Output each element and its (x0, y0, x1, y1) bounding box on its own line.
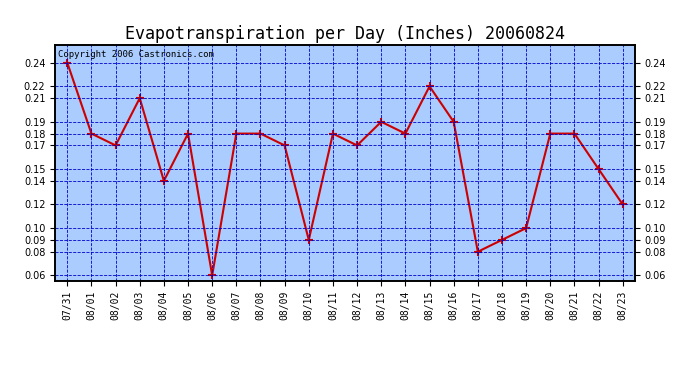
Title: Evapotranspiration per Day (Inches) 20060824: Evapotranspiration per Day (Inches) 2006… (125, 26, 565, 44)
Text: Copyright 2006 Castronics.com: Copyright 2006 Castronics.com (58, 50, 214, 59)
